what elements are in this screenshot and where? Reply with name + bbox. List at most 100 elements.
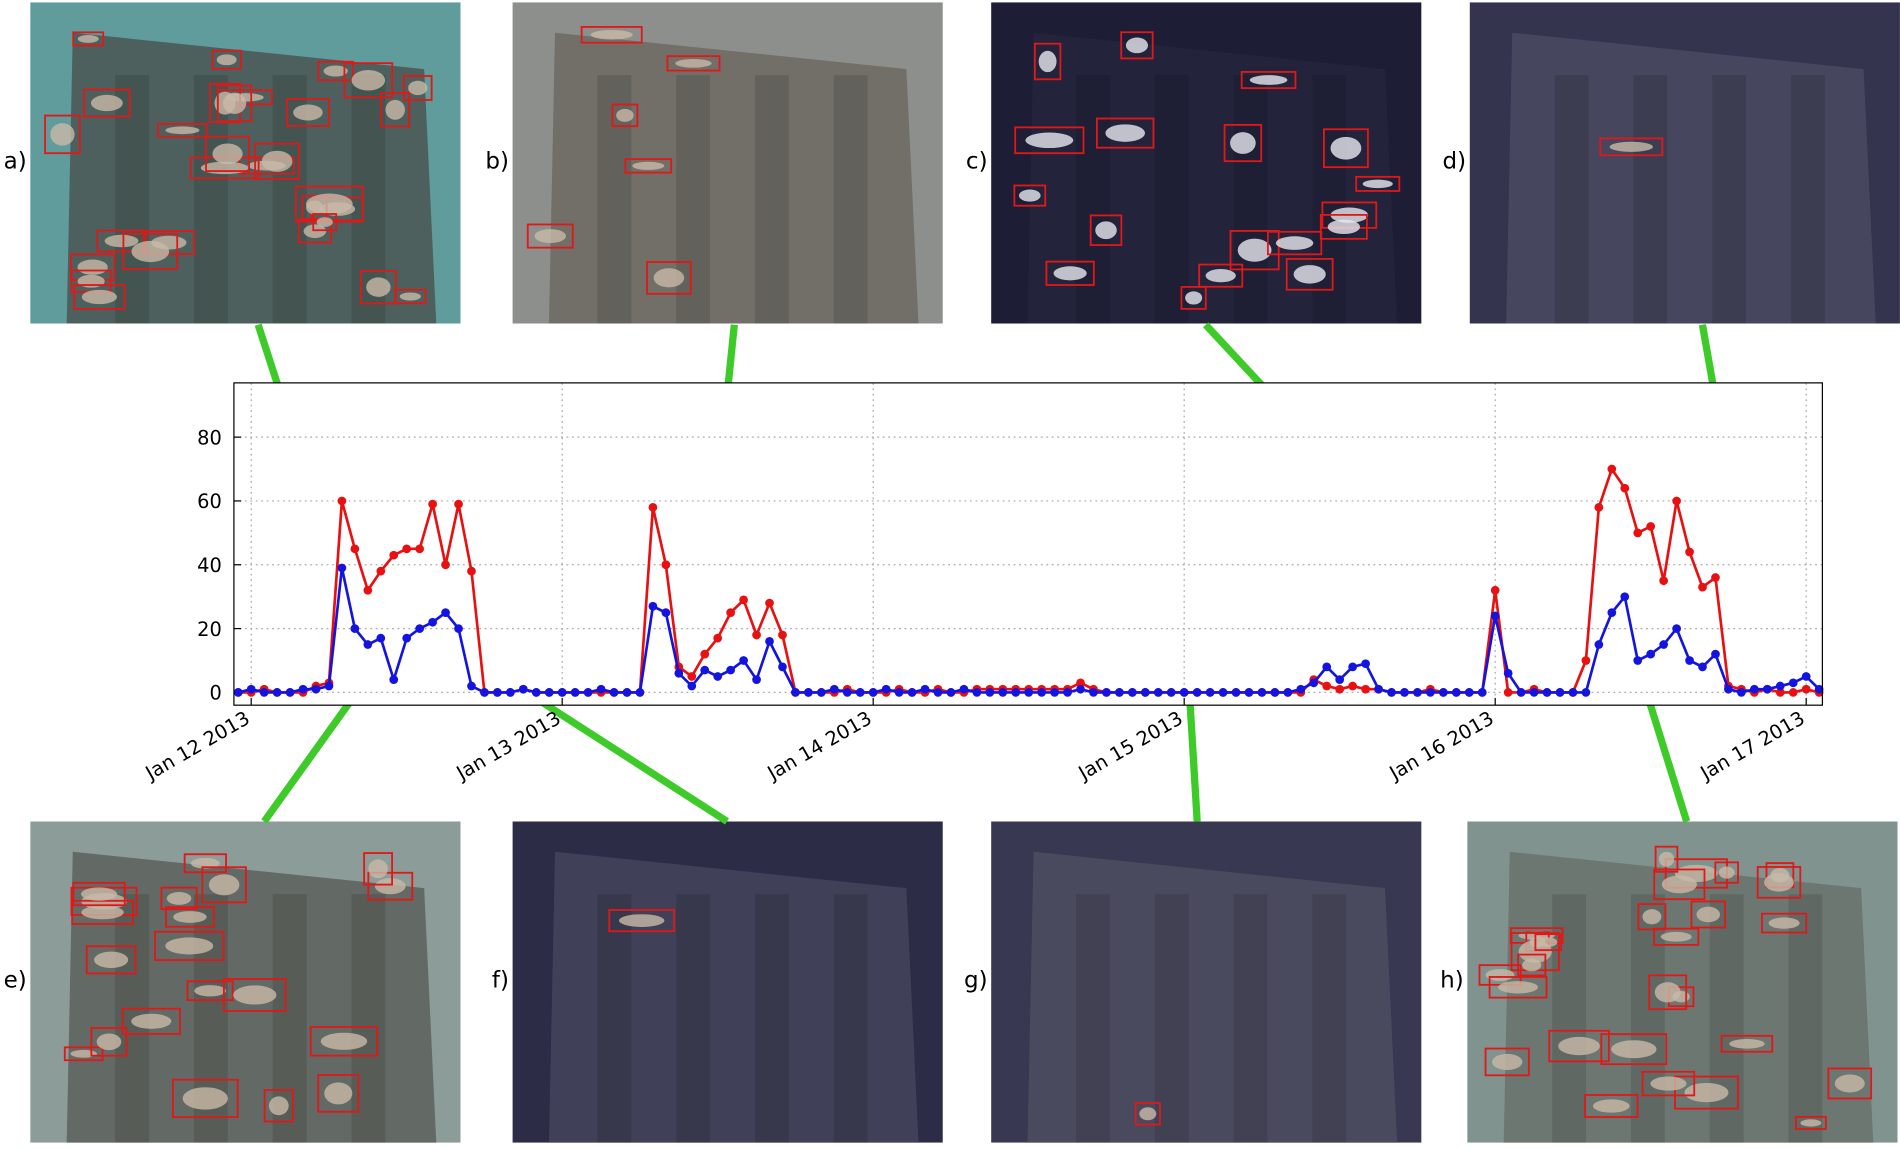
detection-box [1319,213,1368,240]
data-point [1620,483,1630,493]
pillar [1154,894,1189,1143]
pillar [597,894,632,1143]
data-point [1503,668,1513,678]
fish [1139,1107,1157,1121]
data-point [402,633,412,643]
fish [408,80,428,96]
detection-box [1584,1094,1639,1118]
fish [1125,37,1148,54]
fish [293,104,323,121]
data-point [1659,640,1669,649]
fish [1660,931,1692,942]
detection-box [85,945,137,975]
data-point [765,598,774,608]
data-point [1464,688,1474,697]
detection-box [1653,927,1700,946]
connector [540,699,730,825]
data-point [1153,688,1163,697]
data-point [661,608,671,617]
fish [165,937,214,955]
data-point [635,688,645,697]
fish [96,1033,122,1051]
detection-box [312,213,338,232]
detection-box [90,1027,128,1057]
data-point [506,688,515,697]
y-tick-label: 60 [197,490,222,513]
fish [653,268,685,288]
detection-box [72,31,105,47]
data-point [881,684,891,694]
fish [1684,1082,1729,1103]
structure [548,32,919,324]
pillar [1552,894,1587,1143]
data-point [363,640,373,649]
data-point [1076,684,1085,694]
fish [1249,75,1288,85]
fish [1658,851,1675,867]
data-point [518,684,528,694]
structure [1027,851,1398,1143]
data-point [1698,582,1707,592]
data-point [933,688,943,697]
detection-box [171,1078,239,1119]
fish [216,54,237,66]
data-point [1788,678,1798,688]
data-point [1335,675,1345,685]
data-point [1646,649,1656,659]
data-point [1555,688,1565,697]
panel-label: e) [4,967,27,993]
pillar [1233,894,1268,1143]
data-point [868,688,878,697]
data-point [350,624,360,633]
detection-box [1355,175,1401,192]
detection-box [71,899,134,925]
data-point [1698,662,1707,672]
structure [1027,32,1398,324]
data-point [1205,688,1215,697]
data-point [1477,688,1487,697]
data-point [726,608,736,617]
pillar [1076,75,1110,324]
data-point [454,624,463,633]
detection-box [222,978,287,1012]
fish [81,887,118,901]
detection-box [317,60,354,82]
detection-box [646,261,692,295]
fish [212,143,243,165]
data-point [778,662,787,672]
detection-box [1488,976,1548,999]
detection-box [1827,1067,1873,1100]
fish [316,217,333,227]
data-point [687,681,697,691]
detection-box [666,55,721,72]
data-point [1762,684,1772,694]
detection-box [211,49,242,70]
detection-box [297,218,332,244]
fish [131,1013,172,1029]
detection-box [165,906,215,928]
fish [320,1032,368,1050]
detection-box [216,84,253,123]
data-point [1594,502,1604,512]
data-point [1672,624,1681,633]
data-point [363,585,373,595]
detection-box [1013,184,1047,207]
detection-box [360,269,397,305]
data-point [389,675,399,685]
data-point [441,560,450,570]
data-point [1620,592,1630,602]
fish [1718,866,1735,879]
data-point [1322,681,1332,691]
data-point [415,624,425,633]
fish [166,891,192,905]
panel-label: d) [1443,148,1467,174]
data-point [1451,688,1461,697]
pillar [115,75,150,324]
data-point [1529,688,1539,697]
data-point [1361,659,1370,669]
fish [1105,124,1145,142]
data-point [1257,688,1267,697]
data-point [907,688,917,697]
fish [222,92,247,114]
detection-box [72,881,126,907]
